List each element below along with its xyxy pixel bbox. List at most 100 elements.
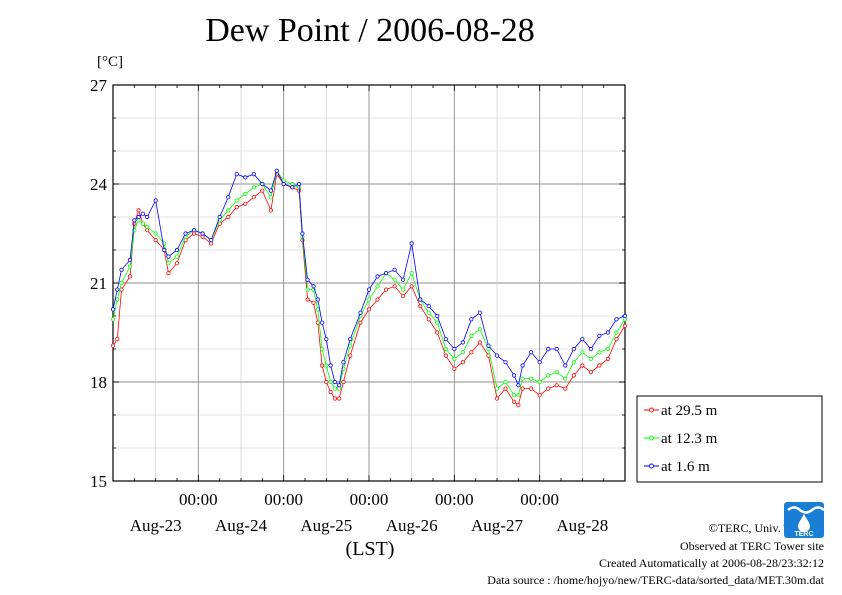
data-point [119,267,124,272]
data-point [234,205,239,210]
data-point [426,303,431,309]
data-point [332,379,337,385]
legend-swatch-marker [649,435,654,441]
data-point [274,168,279,173]
data-point [614,336,619,342]
data-point [597,350,602,355]
data-point [537,360,542,365]
x-time-label: 00:00 [179,490,218,509]
data-point [162,247,167,253]
data-point [145,224,150,229]
data-point [443,336,448,342]
data-point [305,287,310,292]
data-point [520,386,525,391]
data-point [183,231,188,236]
data-point [554,369,559,375]
data-point [296,181,302,187]
data-point [494,396,500,401]
data-point [435,320,440,325]
data-point [452,366,457,371]
data-point [140,221,145,226]
data-point [260,181,265,187]
data-point [435,330,440,335]
data-point [328,379,333,385]
data-point [337,386,342,391]
data-point [516,383,521,388]
data-point [588,356,593,361]
data-point [401,277,406,282]
data-point [503,386,508,391]
data-point [153,198,158,203]
data-point [597,333,602,338]
data-point [443,353,448,358]
data-point [554,383,559,388]
y-tick-label: 15 [90,472,107,491]
svg-text:TERC: TERC [794,531,813,538]
y-tick-label: 24 [90,175,108,194]
data-point [452,346,457,352]
data-point [115,287,120,292]
data-point [328,363,333,368]
data-point [115,336,120,342]
data-point [460,350,465,355]
data-point [477,327,483,332]
data-point [614,330,619,335]
data-point [234,198,239,203]
data-point [409,270,414,276]
data-point [332,386,337,391]
data-point [226,208,231,213]
data-point [348,336,353,342]
data-point [319,363,325,368]
data-source-path: Data source : /home/hojyo/new/TERC-data/… [487,573,824,587]
data-point [319,346,325,352]
data-point [520,363,525,368]
data-point [358,310,363,315]
data-point [110,343,116,348]
data-point [580,363,585,368]
data-point [174,247,180,253]
data-point [243,191,248,196]
x-day-label: Aug-28 [556,516,608,535]
data-point [426,317,431,322]
data-point [119,280,124,286]
data-point [200,234,205,239]
x-time-label: 00:00 [264,490,303,509]
data-point [243,175,248,180]
data-point [348,343,353,348]
data-point [435,313,440,319]
data-point [251,195,256,200]
data-point [529,386,534,391]
data-point [511,399,517,404]
x-time-label: 00:00 [520,490,559,509]
data-point [546,373,551,378]
data-point [337,396,342,401]
data-point [315,307,320,312]
data-point [418,303,423,309]
data-point [290,181,295,187]
data-point [588,369,593,375]
data-point [375,274,380,279]
data-point [516,393,521,398]
data-point [375,284,380,289]
data-point [622,317,628,322]
data-point [460,360,465,365]
data-point [563,376,568,381]
data-point [554,346,559,352]
legend-label: at 1.6 m [661,459,710,475]
created-timestamp: Created Automatically at 2006-08-28/23:3… [599,556,824,570]
data-point [136,218,141,223]
data-point [494,353,500,358]
data-point [319,320,325,325]
data-point [494,386,500,391]
data-point [622,313,628,319]
legend-swatch-marker [649,463,654,469]
data-point [537,379,542,385]
observed-site-text: Observed at TERC Tower site [679,539,824,553]
data-point [469,350,474,355]
data-point [311,300,316,305]
data-point [311,284,316,289]
terc-logo-icon: TERC [784,502,824,538]
data-point [401,287,406,292]
data-point [520,376,525,381]
data-point [110,317,116,322]
